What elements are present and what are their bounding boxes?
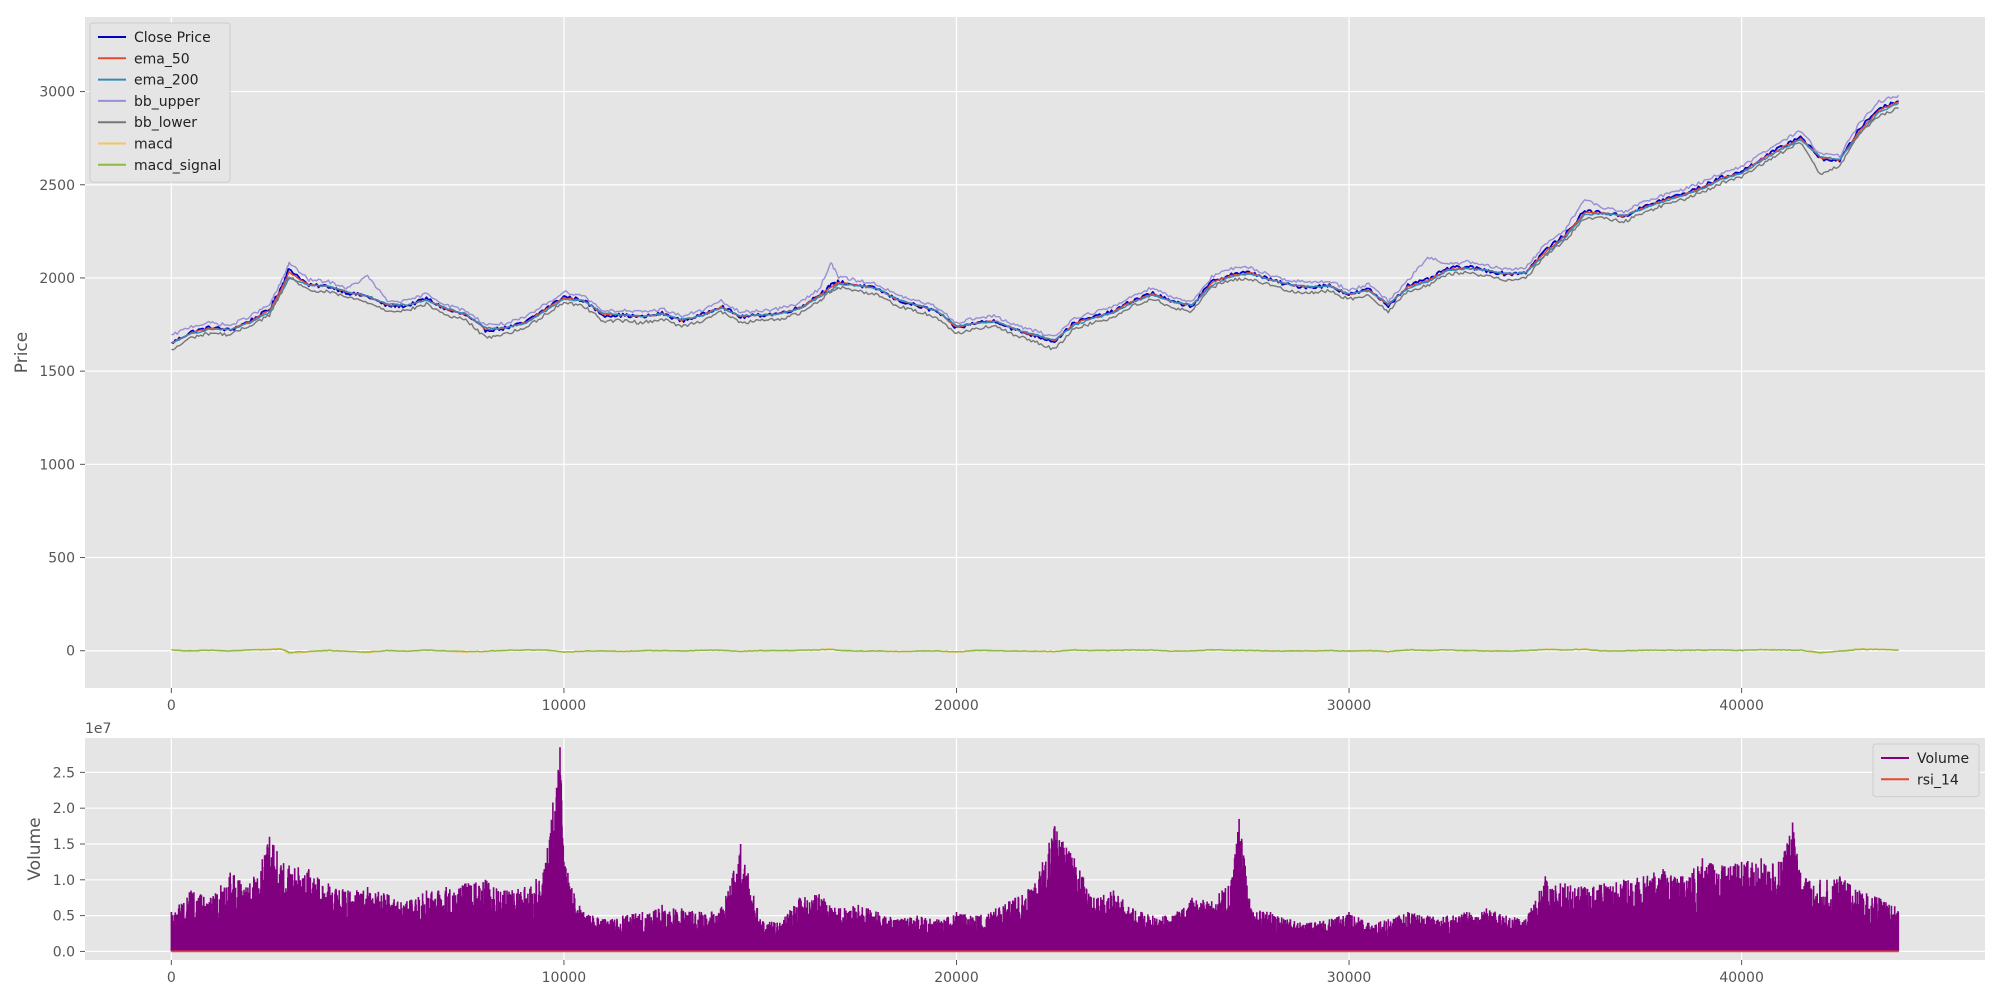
price-y-ticks: 0 500 1000 1500 2000 2500 3000 (39, 85, 85, 660)
price-legend-label: bb_upper (134, 94, 200, 110)
price-y-tick-label: 1500 (39, 364, 75, 380)
price-legend-label: macd (134, 137, 173, 153)
volume-x-tick-label: 10000 (542, 970, 587, 986)
price-series-lines (171, 94, 1900, 655)
price-legend-label: ema_50 (134, 51, 190, 67)
price-y-tick-label: 2000 (39, 271, 75, 287)
price-legend: Close Price ema_50 ema_200 bb_upper bb_lower… (89, 22, 231, 183)
price-legend-label: macd_signal (134, 158, 221, 174)
volume-y-axis-label: Volume (25, 817, 45, 880)
volume-x-tick-label: 30000 (1327, 970, 1372, 986)
volume-y-tick-label: 2.0 (53, 801, 75, 817)
volume-legend-label: Volume (1917, 751, 1969, 767)
volume-y-tick-label: 2.5 (53, 765, 75, 781)
price-y-tick-label: 1000 (39, 457, 75, 473)
volume-x-ticks: 0 10000 20000 30000 40000 (167, 960, 1764, 986)
price-series-line (171, 107, 1899, 351)
price-gridlines (85, 17, 1985, 688)
volume-series-lines (170, 747, 1900, 953)
volume-y-tick-label: 0.5 (53, 909, 75, 925)
price-series-line (171, 102, 1900, 344)
price-y-tick-label: 500 (48, 551, 75, 567)
price-legend-label: Close Price (134, 30, 211, 46)
price-chart: 0 10000 20000 30000 40000 0 500 1000 1500 2000 25… (12, 17, 1985, 714)
volume-y-tick-label: 1.5 (53, 837, 75, 853)
volume-legend: Volume rsi_14 (1872, 743, 1980, 798)
price-y-axis-label: Price (12, 332, 32, 373)
volume-x-tick-label: 0 (167, 970, 176, 986)
volume-x-tick-label: 40000 (1719, 970, 1764, 986)
volume-y-ticks: 0.0 0.5 1.0 1.5 2.0 2.5 (53, 765, 85, 960)
volume-legend-label: rsi_14 (1917, 772, 1959, 788)
volume-x-tick-label: 20000 (934, 970, 979, 986)
price-series-line (171, 648, 1899, 654)
volume-series-line (170, 747, 1900, 952)
price-legend-label: ema_200 (134, 73, 199, 89)
price-x-tick-label: 10000 (542, 698, 587, 714)
price-y-tick-label: 0 (66, 644, 75, 660)
price-plot-area (85, 17, 1985, 688)
volume-y-tick-label: 1.0 (53, 873, 75, 889)
price-x-tick-label: 20000 (934, 698, 979, 714)
price-y-tick-label: 3000 (39, 85, 75, 101)
price-series-line (171, 94, 1900, 337)
volume-chart: 0 10000 20000 30000 40000 0.0 0.5 1.0 1.5 2.0 2.5… (25, 721, 1985, 986)
price-x-tick-label: 0 (167, 698, 176, 714)
price-x-tick-label: 30000 (1327, 698, 1372, 714)
volume-y-tick-label: 0.0 (53, 944, 75, 960)
price-legend-box (89, 22, 231, 183)
volume-offset-label: 1e7 (85, 721, 111, 737)
price-x-ticks: 0 10000 20000 30000 40000 (167, 688, 1764, 714)
price-legend-label: bb_lower (134, 115, 197, 131)
price-x-tick-label: 40000 (1719, 698, 1764, 714)
price-y-tick-label: 2500 (39, 178, 75, 194)
